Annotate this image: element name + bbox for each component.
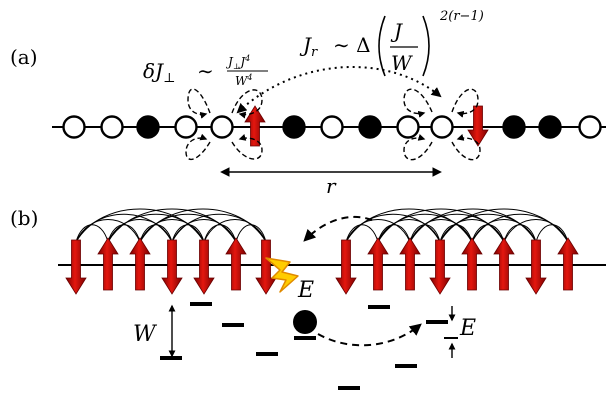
coupling-arc xyxy=(107,213,205,243)
svg-text:2(r−1): 2(r−1) xyxy=(439,9,484,24)
right-cluster-spin-down xyxy=(429,239,451,295)
coupling-arc xyxy=(439,224,473,243)
cluster-transfer-arrow xyxy=(303,215,373,242)
occupied-site xyxy=(136,115,160,139)
coupling-arc xyxy=(345,208,473,243)
occupied-site xyxy=(502,115,526,139)
coupling-arc xyxy=(171,213,267,243)
occupied-site xyxy=(358,115,382,139)
coupling-arc xyxy=(439,208,569,243)
coupling-arc xyxy=(503,219,569,243)
coupling-arc xyxy=(439,213,537,243)
coupling-arc xyxy=(503,224,537,243)
right-cluster-spin-up xyxy=(367,237,389,291)
energy-levels xyxy=(160,302,448,390)
svg-text:Jr: Jr xyxy=(299,33,318,60)
coupling-arc xyxy=(535,224,569,243)
hop-arrow xyxy=(317,323,422,347)
right-cluster-spin-down xyxy=(525,239,547,295)
energy-gap-indicator: E xyxy=(444,306,476,358)
coupling-right-formula: Jr ∼ Δ J W 2(r−1) xyxy=(299,9,484,77)
coupling-arc xyxy=(377,213,473,243)
svg-text:∼: ∼ xyxy=(197,59,214,83)
left-cluster-spin-down xyxy=(161,239,183,295)
svg-text:E: E xyxy=(459,316,476,341)
empty-site xyxy=(100,115,124,139)
right-cluster-spin-up xyxy=(557,237,579,291)
long-range-coupling-arc xyxy=(236,66,442,114)
coupling-arc xyxy=(107,208,237,243)
left-cluster-spin-up xyxy=(225,237,247,291)
chain-sites-a xyxy=(62,105,602,147)
lightning-icon xyxy=(265,257,299,293)
coupling-arc xyxy=(139,208,267,243)
svg-text:W4: W4 xyxy=(235,73,252,88)
coupling-arc xyxy=(377,224,411,243)
panel-b-label: (b) xyxy=(10,206,38,230)
local-loops-left xyxy=(185,88,263,161)
coupling-arc xyxy=(171,224,205,243)
left-cluster-spin-down xyxy=(255,239,277,295)
coupling-arc xyxy=(139,224,173,243)
svg-text:J⊥J4: J⊥J4 xyxy=(225,54,250,71)
svg-text:δJ⊥: δJ⊥ xyxy=(143,59,175,86)
svg-text:∼ Δ: ∼ Δ xyxy=(333,33,371,57)
coupling-arc xyxy=(345,224,379,243)
coupling-arc xyxy=(235,224,267,243)
empty-site xyxy=(320,115,344,139)
coupling-arc xyxy=(345,213,441,243)
occupied-site xyxy=(538,115,562,139)
particle-energy-label: E xyxy=(297,278,314,303)
panel-a-label: (a) xyxy=(10,45,38,69)
distance-label: r xyxy=(326,174,337,198)
coupling-arc xyxy=(471,224,505,243)
disorder-width-indicator: W xyxy=(133,304,176,358)
coupling-arc xyxy=(75,224,109,243)
coupling-arc xyxy=(203,219,267,243)
particle xyxy=(293,310,317,334)
empty-site xyxy=(578,115,602,139)
spin-up-arrow xyxy=(244,105,266,147)
coupling-left-formula: δJ⊥ ∼ J⊥J4 W4 xyxy=(143,54,268,88)
svg-text:W: W xyxy=(391,51,413,75)
coupling-arc xyxy=(171,219,237,243)
empty-site xyxy=(396,115,420,139)
coupling-arc xyxy=(377,208,505,243)
left-cluster-spin-up xyxy=(97,237,119,291)
coupling-arc xyxy=(107,224,141,243)
right-cluster-spin-up xyxy=(461,237,483,291)
coupling-arc xyxy=(471,213,569,243)
right-cluster-spin-up xyxy=(493,237,515,291)
left-cluster-spin-down xyxy=(65,239,87,295)
coupling-arc xyxy=(203,224,237,243)
cluster-spins xyxy=(65,237,579,295)
cluster-couplings xyxy=(75,208,569,243)
empty-site xyxy=(430,115,454,139)
coupling-arc xyxy=(139,219,205,243)
local-loops-right xyxy=(403,88,481,161)
empty-site xyxy=(210,115,234,139)
empty-site xyxy=(174,115,198,139)
spin-down-arrow xyxy=(467,105,489,147)
left-cluster-spin-down xyxy=(193,239,215,295)
svg-text:J: J xyxy=(390,19,403,43)
coupling-arc xyxy=(75,213,173,243)
right-cluster-spin-down xyxy=(335,239,357,295)
empty-site xyxy=(62,115,86,139)
coupling-arc xyxy=(139,213,237,243)
coupling-arc xyxy=(409,213,505,243)
coupling-arc xyxy=(75,208,205,243)
occupied-site xyxy=(282,115,306,139)
right-cluster-spin-up xyxy=(399,237,421,291)
left-cluster-spin-up xyxy=(129,237,151,291)
svg-text:W: W xyxy=(133,322,158,347)
